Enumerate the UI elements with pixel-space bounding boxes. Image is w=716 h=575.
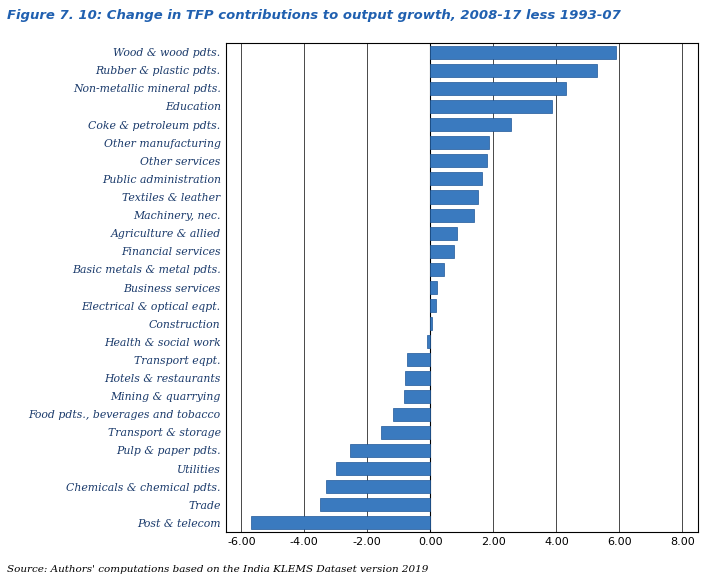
Bar: [430, 227, 457, 240]
Bar: [407, 354, 430, 366]
Bar: [251, 516, 430, 530]
Bar: [430, 136, 488, 149]
Bar: [430, 64, 597, 77]
Bar: [392, 408, 430, 421]
Bar: [430, 299, 436, 312]
Bar: [404, 390, 430, 402]
Bar: [430, 100, 551, 113]
Bar: [430, 263, 445, 276]
Bar: [320, 498, 430, 511]
Bar: [430, 118, 511, 131]
Bar: [430, 154, 487, 167]
Bar: [430, 190, 478, 204]
Bar: [430, 317, 432, 330]
Bar: [430, 209, 475, 221]
Bar: [430, 45, 616, 59]
Bar: [427, 335, 430, 348]
Bar: [430, 172, 483, 185]
Bar: [405, 371, 430, 385]
Bar: [430, 245, 454, 258]
Bar: [382, 426, 430, 439]
Text: Figure 7. 10: Change in TFP contributions to output growth, 2008-17 less 1993-07: Figure 7. 10: Change in TFP contribution…: [7, 9, 621, 22]
Bar: [336, 462, 430, 475]
Bar: [326, 480, 430, 493]
Bar: [350, 444, 430, 457]
Text: Source: Authors' computations based on the India KLEMS Dataset version 2019: Source: Authors' computations based on t…: [7, 565, 429, 574]
Bar: [430, 82, 566, 95]
Bar: [430, 281, 437, 294]
